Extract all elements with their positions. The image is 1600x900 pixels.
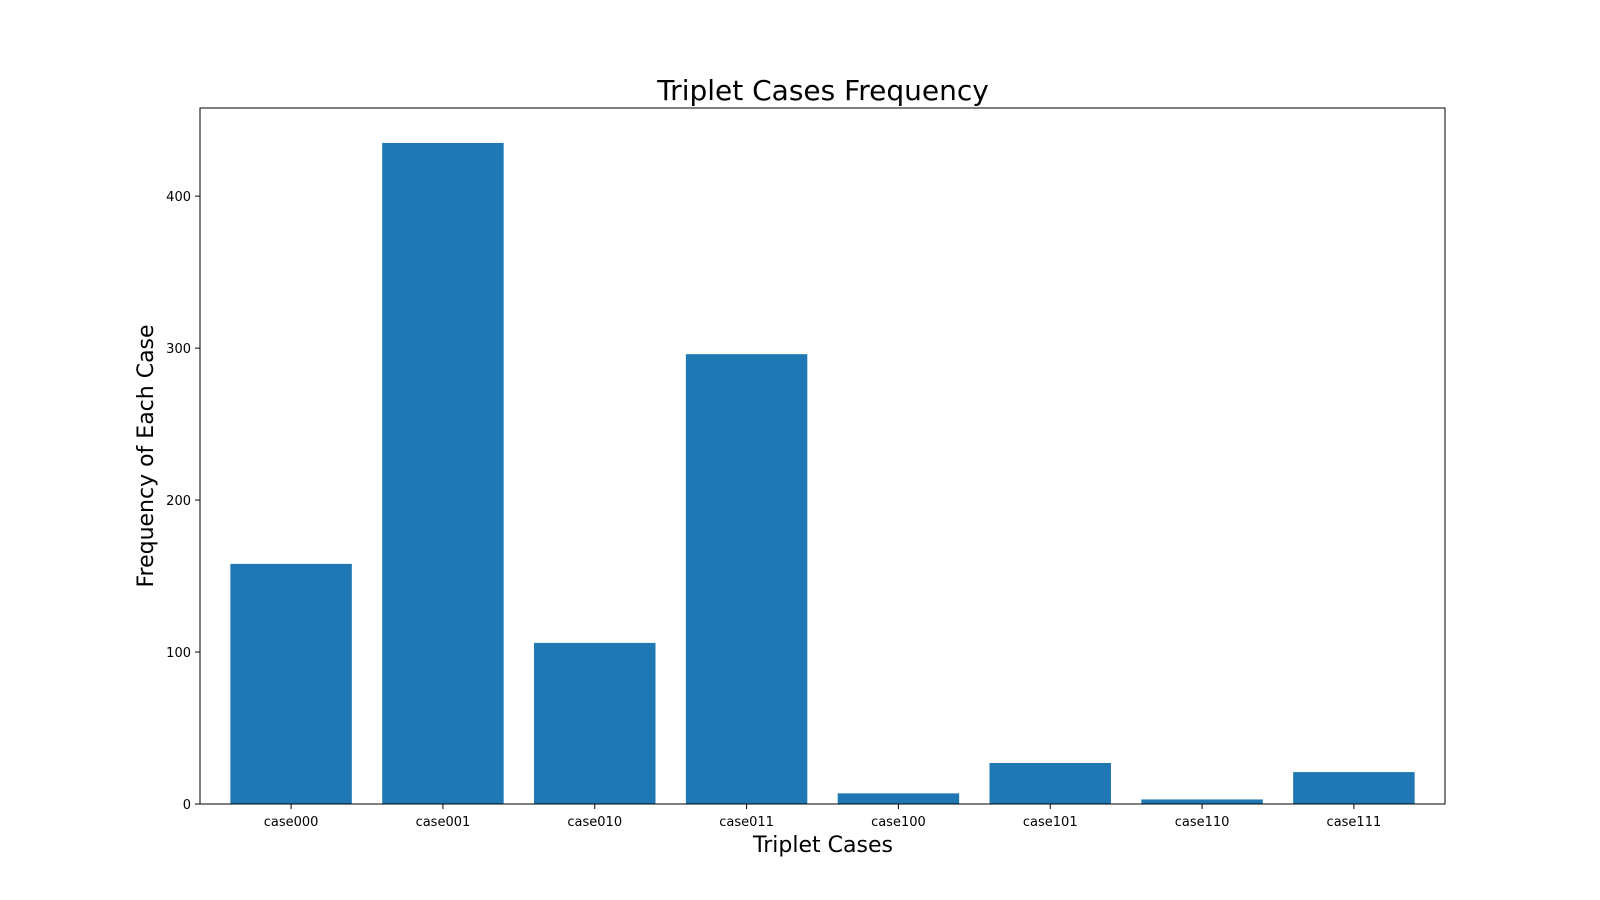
bar-case001 (382, 142, 504, 804)
bar-case100 (837, 793, 960, 804)
x-tick-label: case111 (1327, 815, 1382, 830)
x-tick-label: case000 (264, 815, 319, 830)
x-tick-label: case110 (1175, 815, 1230, 830)
x-tick-label: case010 (567, 815, 622, 830)
y-tick-label: 300 (166, 342, 191, 357)
y-tick-label: 400 (166, 190, 191, 205)
x-tick-label: case011 (719, 815, 774, 830)
x-tick-label: case001 (416, 815, 471, 830)
bar-case101 (989, 762, 1111, 804)
chart-title: Triplet Cases Frequency (656, 74, 989, 107)
bar-case011 (685, 354, 808, 804)
y-tick-label: 0 (183, 798, 191, 813)
bar-case010 (534, 642, 656, 804)
x-tick-label: case101 (1023, 815, 1078, 830)
bar-case110 (1141, 799, 1263, 804)
x-tick-label: case100 (871, 815, 926, 830)
x-axis-label: Triplet Cases (752, 833, 893, 858)
bar-case000 (230, 563, 352, 804)
y-axis-label: Frequency of Each Case (134, 324, 159, 587)
y-tick-label: 200 (166, 494, 191, 509)
plot-frame (199, 107, 1446, 805)
bar-case111 (1293, 772, 1415, 804)
x-axis-ticks: case000 case001 case010 case011 case100 case1… (264, 804, 1382, 830)
y-tick-label: 100 (166, 646, 191, 661)
y-axis-ticks: 0 100 200 300 400 (166, 190, 200, 813)
bars-group (230, 142, 1415, 804)
